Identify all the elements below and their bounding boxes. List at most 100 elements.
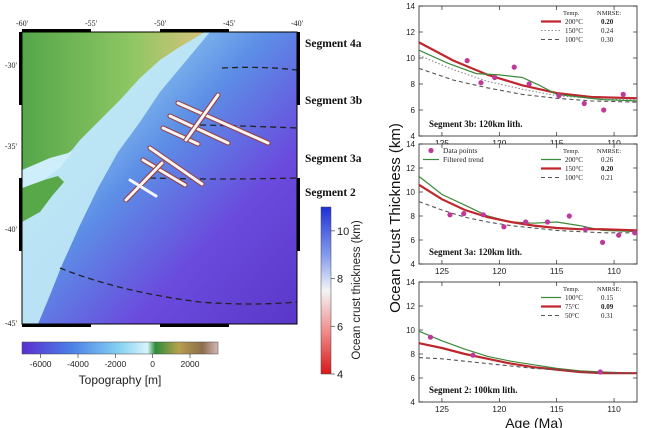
data-point [427, 334, 434, 340]
y-tick-label: 6 [411, 374, 416, 383]
data-point [447, 212, 453, 218]
data-point [544, 219, 551, 225]
series-line-solid-red [418, 41, 638, 100]
data-point [478, 80, 484, 86]
crust-colorbar-label: Ocean crust thickness (km) [351, 220, 363, 359]
y-tick-label: 6 [411, 106, 416, 115]
map-lon-tick: -40' [291, 19, 304, 28]
data-point [501, 224, 507, 230]
series-line-solid-green [418, 49, 638, 102]
chart-panel-2: 4 6 8 10 12 14 125 120 115 110 Segment 3a: 120km l… [406, 140, 638, 276]
y-tick-label: 12 [406, 164, 415, 173]
data-point [599, 239, 606, 245]
legend-nmrse: 0.15 [601, 294, 614, 302]
legend-nmrse: 0.09 [601, 303, 614, 311]
land-area [22, 32, 205, 170]
data-point [582, 226, 588, 232]
data-point [461, 211, 467, 217]
map-panel: -60' -55' -50' -45' -40' -30' -35' -40' -45' Se… [5, 19, 362, 328]
data-point [480, 212, 486, 218]
data-point [566, 213, 572, 219]
land-area-south [22, 176, 64, 222]
x-tick-label: 125 [435, 404, 449, 414]
data-point [616, 232, 622, 238]
segment-label: Segment 4a [305, 38, 362, 50]
series-line-solid-green [418, 175, 638, 233]
map-lat-tick: -40' [5, 225, 18, 234]
y-tick-label: 8 [411, 80, 416, 89]
x-tick-label: 110 [607, 138, 621, 148]
profile-line [184, 93, 220, 142]
plot-frame [418, 5, 638, 137]
map-lon-tick: -60' [16, 19, 29, 28]
legend-temp: 150°C [565, 165, 583, 173]
legend-nmrse: 0.30 [601, 36, 614, 44]
crust-colorbar-tick-label: 4 [337, 369, 343, 381]
series-line-dotted-gray [418, 54, 638, 101]
topography-colorbar: -6000 -4000 -2000 0 2000 Topography [m] [21, 341, 219, 387]
legend-header-temp: Temp. [563, 148, 580, 155]
segment-boundary [59, 267, 297, 305]
topo-colorbar-tick-label: -4000 [67, 359, 89, 369]
chart-panel-3: 4 6 8 10 12 14 125 120 115 110 Segment 2: 100km li… [406, 278, 638, 414]
x-tick-label: 110 [607, 266, 621, 276]
data-point [526, 81, 532, 87]
topo-colorbar-tick-label: -2000 [104, 359, 126, 369]
legend-temp: 100°C [565, 294, 583, 302]
series-line-dashed-gray [418, 67, 638, 103]
profile-line [168, 114, 230, 145]
legend-swatch-dot [428, 147, 434, 154]
y-tick-label: 4 [411, 132, 416, 141]
y-tick-label: 4 [411, 398, 416, 407]
legend-header-temp: Temp. [563, 10, 580, 17]
crust-colorbar-tick-label: 10 [337, 226, 349, 238]
legend-nmrse: 0.20 [601, 165, 614, 173]
segment-boundary [149, 177, 297, 180]
segment-annotation: Segment 2: 100km lith. [429, 385, 518, 395]
legend-nmrse: 0.20 [601, 18, 614, 26]
legend-temp: 100°C [565, 174, 583, 182]
y-tick-label: 8 [411, 350, 416, 359]
profile-line [148, 146, 204, 186]
profile-line [141, 158, 187, 187]
legend-header-temp: Temp. [563, 286, 580, 293]
map-lon-tick: -50' [154, 19, 167, 28]
segment-label: Segment 3a [305, 153, 362, 165]
y-tick-label: 14 [406, 140, 415, 149]
shared-x-axis-label: Age (Ma) [505, 415, 563, 428]
segment-annotation: Segment 3a: 120km lith. [429, 247, 522, 257]
profile-line [176, 101, 270, 145]
estuary [22, 152, 72, 188]
crust-colorbar-tick-label: 8 [337, 274, 343, 286]
x-tick-label: 125 [435, 266, 449, 276]
chart-panel-1: 4 6 8 10 12 14 125 120 115 110 Segment 3b: 120km l… [406, 2, 638, 148]
x-tick-label: 120 [492, 266, 506, 276]
data-point [556, 93, 562, 99]
profile-line [128, 178, 158, 198]
data-point [470, 352, 476, 358]
legend-temp: 75°C [565, 303, 580, 311]
legend-nmrse: 0.26 [601, 156, 614, 164]
legend-header-nmrse: NMRSE: [597, 148, 621, 155]
map-frame-ticks [19, 29, 300, 327]
legend-temp: 200°C [565, 156, 583, 164]
series-line-solid-red [418, 183, 638, 232]
y-tick-label: 10 [406, 54, 415, 63]
map-lat-tick: -30' [5, 61, 18, 70]
x-tick-label: 120 [492, 138, 506, 148]
shared-y-axis-label: Ocean Crust Thickness (km) [387, 123, 404, 313]
data-point [601, 107, 607, 113]
crust-colorbar-tick-label: 6 [337, 321, 343, 333]
data-point [464, 58, 470, 64]
legend-header-nmrse: NMRSE: [597, 10, 621, 17]
x-tick-label: 115 [550, 266, 564, 276]
topography-colorbar-label: Topography [m] [79, 373, 162, 387]
y-tick-label: 12 [406, 302, 415, 311]
data-point [597, 369, 603, 375]
y-tick-label: 12 [406, 28, 415, 37]
legend-left-label: Data points [443, 146, 477, 155]
y-tick-label: 14 [406, 2, 415, 11]
x-tick-label: 115 [550, 404, 564, 414]
series-line-solid-green [418, 330, 638, 374]
map-lon-tick: -45' [223, 19, 236, 28]
